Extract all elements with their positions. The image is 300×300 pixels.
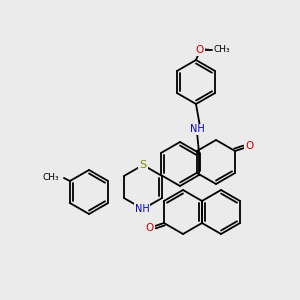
Text: O: O — [146, 223, 154, 233]
Text: NH: NH — [190, 124, 205, 134]
Text: O: O — [196, 45, 204, 55]
Text: NH: NH — [135, 204, 149, 214]
Text: NH: NH — [135, 204, 149, 214]
Text: O: O — [196, 45, 204, 55]
Text: CH₃: CH₃ — [213, 46, 230, 55]
Text: S: S — [140, 160, 147, 170]
Text: NH: NH — [190, 124, 205, 134]
Text: O: O — [245, 141, 253, 151]
Text: O: O — [245, 141, 253, 151]
Text: O: O — [146, 223, 154, 233]
Text: CH₃: CH₃ — [42, 172, 59, 182]
Text: methyl: methyl — [205, 48, 210, 49]
Text: S: S — [140, 160, 147, 170]
